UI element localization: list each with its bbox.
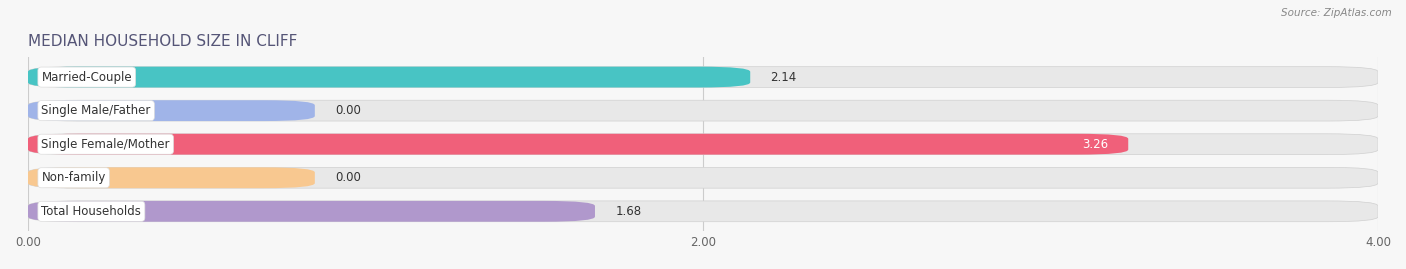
FancyBboxPatch shape [28, 201, 1378, 222]
Text: Married-Couple: Married-Couple [41, 70, 132, 84]
FancyBboxPatch shape [28, 100, 1378, 121]
Text: 0.00: 0.00 [335, 104, 361, 117]
FancyBboxPatch shape [28, 167, 1378, 188]
Text: 1.68: 1.68 [616, 205, 641, 218]
Text: 0.00: 0.00 [335, 171, 361, 184]
Text: Single Female/Mother: Single Female/Mother [41, 138, 170, 151]
Text: 3.26: 3.26 [1081, 138, 1108, 151]
Text: Single Male/Father: Single Male/Father [41, 104, 150, 117]
Text: MEDIAN HOUSEHOLD SIZE IN CLIFF: MEDIAN HOUSEHOLD SIZE IN CLIFF [28, 34, 297, 49]
Text: Non-family: Non-family [41, 171, 105, 184]
FancyBboxPatch shape [28, 100, 315, 121]
FancyBboxPatch shape [28, 167, 315, 188]
FancyBboxPatch shape [28, 201, 595, 222]
FancyBboxPatch shape [28, 67, 1378, 87]
Text: Total Households: Total Households [41, 205, 142, 218]
FancyBboxPatch shape [28, 134, 1128, 155]
FancyBboxPatch shape [28, 67, 751, 87]
Text: 2.14: 2.14 [770, 70, 797, 84]
Text: Source: ZipAtlas.com: Source: ZipAtlas.com [1281, 8, 1392, 18]
FancyBboxPatch shape [28, 134, 1378, 155]
